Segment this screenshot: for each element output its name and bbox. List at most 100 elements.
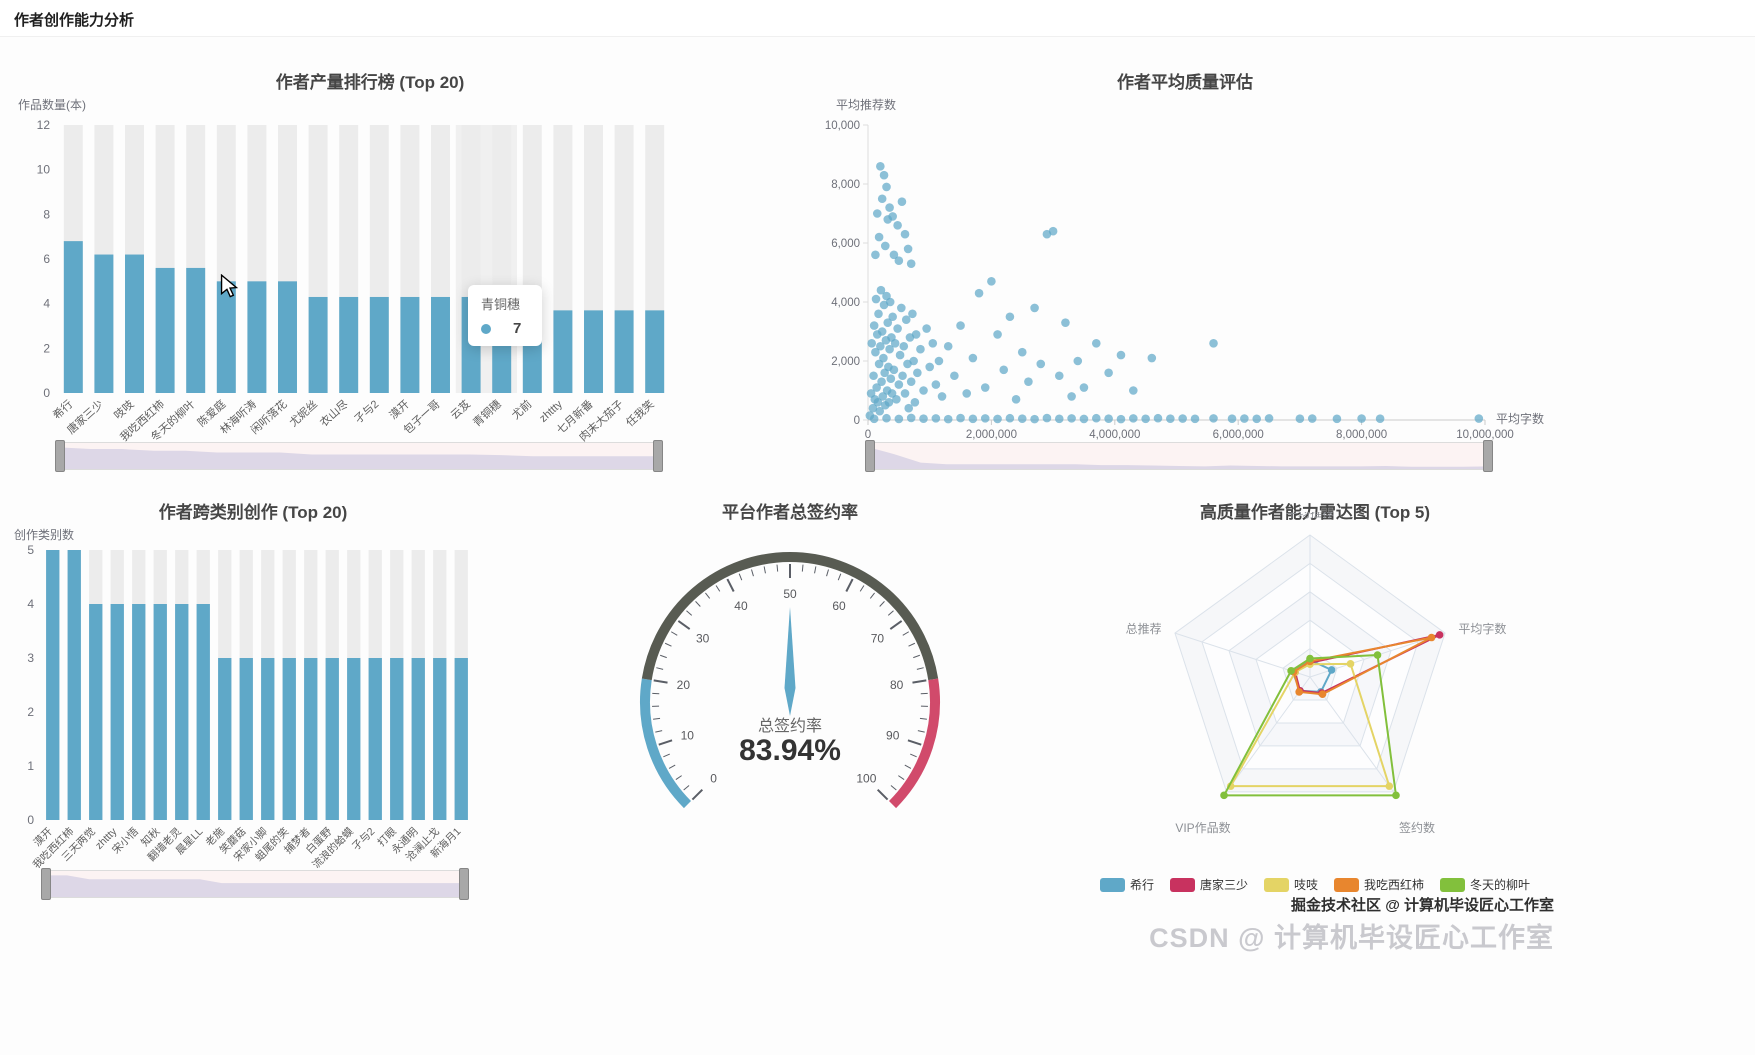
- rank-bar-ylabel: 作品数量(本): [18, 98, 86, 112]
- legend-item-1[interactable]: 唐家三少: [1169, 876, 1248, 893]
- svg-text:孑与2: 孑与2: [352, 398, 382, 426]
- scatter-title: 作者平均质量评估: [1117, 73, 1253, 92]
- category-bar-chart[interactable]: 012345漠开我吃西红柿三天两觉zhttty宋小悟知秋翻墙老灵晨星LL老施笑蘑…: [8, 538, 488, 868]
- svg-text:孑与2: 孑与2: [350, 826, 378, 854]
- svg-text:签约数: 签约数: [1399, 820, 1435, 835]
- svg-text:8,000,000: 8,000,000: [1336, 429, 1387, 441]
- datazoom-left-handle-icon[interactable]: [55, 440, 65, 472]
- legend-swatch-icon: [1169, 877, 1195, 892]
- svg-text:尤妮丝: 尤妮丝: [286, 397, 320, 429]
- scatter-datazoom[interactable]: [865, 440, 1493, 472]
- gauge-value: 83.94%: [739, 734, 841, 767]
- svg-text:70: 70: [871, 632, 885, 646]
- tooltip-series-name: 青铜穗: [481, 297, 521, 312]
- svg-text:0: 0: [27, 813, 34, 827]
- svg-text:任我笑: 任我笑: [623, 397, 657, 429]
- legend-swatch-icon: [1099, 877, 1125, 892]
- svg-text:云芨: 云芨: [447, 397, 473, 422]
- datazoom-shadow: [869, 447, 1489, 469]
- svg-text:0: 0: [865, 429, 871, 441]
- svg-text:60: 60: [832, 599, 846, 613]
- legend-item-label: 我吃西红柿: [1364, 878, 1425, 892]
- sign-rate-gauge[interactable]: 0 10 20 30 40 50 60 70 80 90 100: [590, 518, 990, 878]
- radar-title: 高质量作者能力雷达图 (Top 5): [1199, 503, 1431, 522]
- gauge-title: 平台作者总签约率: [722, 503, 858, 522]
- datazoom-shadow: [59, 447, 659, 469]
- panel-category-bar: 作者跨类别创作 (Top 20) 创作类别数 0 1 2 3 4 5 漠开 我吃西红柿 三天两觉…: [8, 488, 498, 928]
- legend-swatch-icon: [1334, 877, 1359, 892]
- tooltip-marker-icon: [481, 323, 491, 334]
- legend-item-label: 唐家三少: [1199, 878, 1248, 892]
- svg-text:2: 2: [43, 341, 50, 355]
- svg-text:4,000,000: 4,000,000: [1089, 429, 1140, 441]
- tooltip: 青铜穗 7: [468, 285, 542, 346]
- svg-text:40: 40: [734, 599, 748, 613]
- legend-item-label: 希行: [1129, 878, 1154, 892]
- svg-text:6,000: 6,000: [831, 238, 860, 250]
- svg-text:80: 80: [890, 678, 904, 692]
- legend-swatch-icon: [1263, 877, 1289, 892]
- datazoom-shadow: [45, 875, 465, 897]
- legend-item-label: 冬天的柳叶: [1470, 878, 1531, 892]
- svg-text:0: 0: [710, 771, 717, 785]
- svg-text:VIP作品数: VIP作品数: [1175, 820, 1230, 835]
- svg-text:希行: 希行: [50, 397, 76, 422]
- category-bar-datazoom[interactable]: [41, 868, 469, 900]
- panel-radar: 高质量作者能力雷达图 (Top 5) 平均推荐 平均字数 签约数 VIP作品数 总推荐 …: [1080, 488, 1550, 928]
- svg-text:6: 6: [43, 252, 50, 266]
- svg-text:5: 5: [27, 543, 34, 557]
- svg-text:6,000,000: 6,000,000: [1213, 429, 1264, 441]
- svg-text:吱吱: 吱吱: [111, 398, 136, 422]
- svg-text:漠开: 漠开: [387, 398, 412, 422]
- legend-swatch-icon: [1440, 877, 1466, 892]
- svg-text:4: 4: [43, 297, 50, 311]
- svg-text:8: 8: [43, 207, 50, 221]
- datazoom-right-handle-icon[interactable]: [459, 868, 469, 900]
- legend-item-0[interactable]: 希行: [1099, 876, 1154, 893]
- quality-scatter-chart[interactable]: 0 2,000,000 4,000,000 6,000,000 8,000,000 10,…: [820, 108, 1540, 443]
- svg-text:尤前: 尤前: [509, 397, 535, 422]
- svg-text:4,000: 4,000: [831, 297, 860, 309]
- page-title: 作者创作能力分析: [14, 12, 135, 29]
- rank-bar-datazoom[interactable]: [55, 440, 663, 472]
- legend-item-3[interactable]: 我吃西红柿: [1334, 876, 1424, 893]
- svg-text:10,000,000: 10,000,000: [1456, 429, 1514, 441]
- svg-text:100: 100: [856, 771, 876, 785]
- svg-text:20: 20: [677, 678, 691, 692]
- datazoom-right-handle-icon[interactable]: [1483, 440, 1493, 472]
- svg-text:50: 50: [783, 587, 797, 601]
- svg-text:平均字数: 平均字数: [1458, 621, 1506, 636]
- svg-text:2: 2: [27, 705, 34, 719]
- scatter-ylabel: 平均推荐数: [836, 98, 897, 112]
- datazoom-left-handle-icon[interactable]: [41, 868, 51, 900]
- svg-text:0: 0: [854, 415, 860, 427]
- legend-item-2[interactable]: 吱吱: [1263, 876, 1318, 893]
- svg-text:总推荐: 总推荐: [1126, 622, 1162, 636]
- mouse-cursor-icon: [220, 274, 239, 298]
- svg-text:2,000,000: 2,000,000: [966, 429, 1017, 441]
- svg-text:3: 3: [27, 651, 34, 665]
- panel-quality-scatter: 作者平均质量评估 平均推荐数 0 2,000,000 4,000,000 6,000,…: [820, 58, 1550, 483]
- scatter-xlabel: 平均字数: [1496, 412, 1545, 426]
- datazoom-right-handle-icon[interactable]: [653, 440, 663, 472]
- legend-item-4[interactable]: 冬天的柳叶: [1440, 876, 1530, 893]
- panel-rank-bar: 作者产量排行榜 (Top 20) 作品数量(本) 0 2 4 6 8 10 12 希行 唐家三少…: [10, 58, 730, 483]
- svg-text:90: 90: [886, 728, 900, 742]
- svg-text:8,000: 8,000: [831, 179, 860, 191]
- svg-text:10,000: 10,000: [825, 120, 860, 132]
- svg-text:青铜穗: 青铜穗: [470, 397, 504, 429]
- datazoom-left-handle-icon[interactable]: [865, 440, 875, 472]
- category-bar-title: 作者跨类别创作 (Top 20): [158, 503, 348, 522]
- radar-legend: 希行 唐家三少 吱吱 我吃西红柿 冬天的柳叶: [1080, 876, 1550, 893]
- svg-text:10: 10: [681, 728, 695, 742]
- svg-text:30: 30: [696, 632, 710, 646]
- panel-sign-rate-gauge: 平台作者总签约率 0 10 20 30 40 50 60 70 80 90 100 总签约率 83.…: [590, 488, 990, 928]
- svg-text:平均推荐: 平均推荐: [1286, 512, 1334, 520]
- tooltip-value: 7: [513, 320, 522, 337]
- svg-text:0: 0: [43, 386, 50, 400]
- page-header: 作者创作能力分析: [0, 0, 1755, 37]
- rank-bar-title: 作者产量排行榜 (Top 20): [275, 73, 465, 92]
